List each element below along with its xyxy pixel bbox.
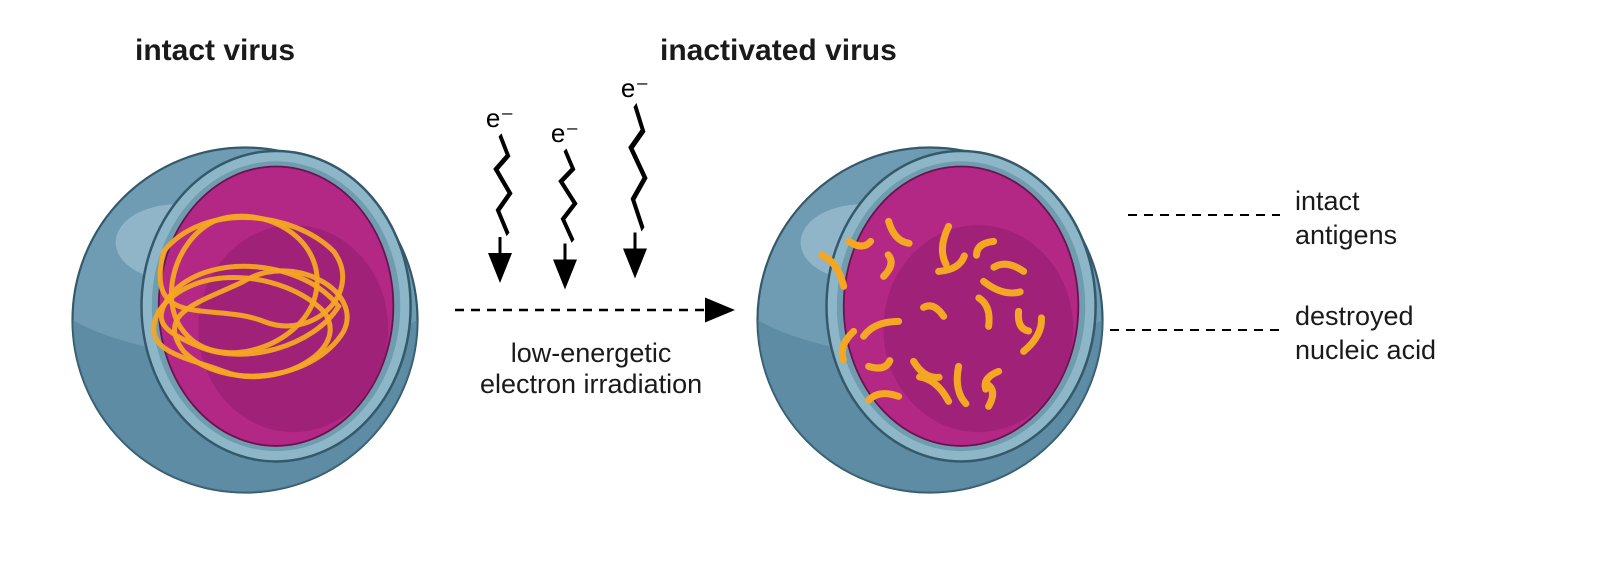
virus-inactivated xyxy=(758,148,1103,493)
svg-text:e⁻: e⁻ xyxy=(551,118,579,148)
electron-group: e⁻ e⁻ e⁻ xyxy=(486,73,649,284)
diagram-stage: e⁻ e⁻ e⁻ xyxy=(0,0,1600,569)
svg-text:e⁻: e⁻ xyxy=(621,73,649,103)
virus-intact xyxy=(73,148,418,493)
svg-text:e⁻: e⁻ xyxy=(486,103,514,133)
